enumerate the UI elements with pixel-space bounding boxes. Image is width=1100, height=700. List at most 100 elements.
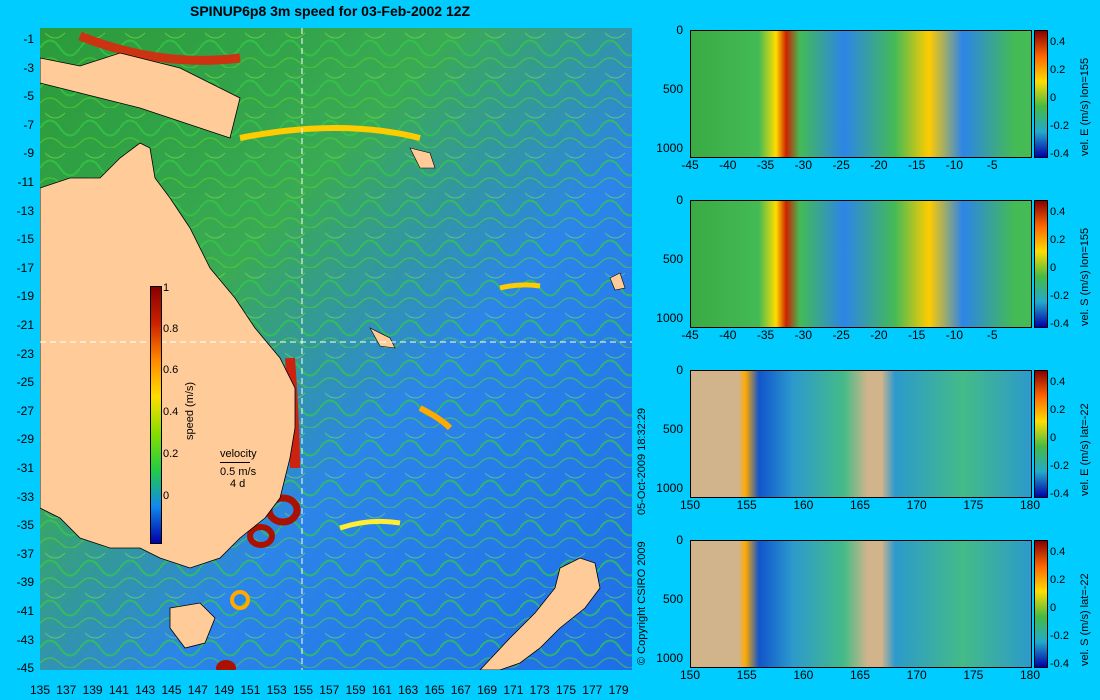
lat-label: -41	[16, 604, 34, 618]
panel-colorbar-tick: -0.4	[1050, 658, 1069, 670]
lon-label: 165	[424, 683, 445, 697]
lon-label: 149	[214, 683, 235, 697]
lat-label: -7	[23, 117, 34, 132]
panel-x-label: 160	[793, 668, 814, 682]
section-panel-0	[690, 30, 1032, 158]
panel-y-label: 0	[676, 193, 683, 207]
new-zealand	[479, 557, 601, 670]
lon-label: 159	[345, 683, 366, 697]
panel-x-label: 165	[849, 498, 871, 512]
panel-colorbar-tick: 0.4	[1050, 546, 1066, 558]
lat-label: -37	[16, 546, 34, 561]
panel-colorbar-tick: 0	[1050, 262, 1057, 274]
panel-colorbar-tick: -0.2	[1050, 120, 1069, 132]
panel-title: vel. E (m/s) lon=155	[1079, 57, 1091, 156]
panel-colorbar	[1034, 200, 1048, 328]
panel-y-label: 500	[662, 422, 683, 436]
panel-colorbar-tick: -0.2	[1050, 460, 1069, 472]
panel-x-label: 155	[736, 668, 757, 682]
colorbar-tick-5: 0	[163, 490, 170, 502]
panel-y-label: 500	[662, 592, 683, 606]
panel-x-label: 150	[679, 668, 701, 682]
panel-x-label: -30	[794, 328, 812, 342]
velocity-key-arrow	[220, 460, 257, 466]
panel-x-label: -15	[907, 158, 926, 172]
lat-label: -35	[16, 518, 34, 533]
lon-label: 171	[503, 683, 524, 697]
panel-x-label: -35	[756, 158, 775, 172]
lat-label: -21	[16, 318, 34, 332]
panel-y-label: 500	[662, 252, 683, 266]
new-guinea	[40, 52, 241, 139]
panel-colorbar-tick: 0.4	[1050, 36, 1066, 48]
panel-colorbar-tick: 0.4	[1050, 376, 1066, 388]
lon-label: 173	[529, 683, 550, 697]
panel-y-label: 1000	[656, 141, 683, 155]
lat-label: -17	[16, 260, 34, 275]
page-title: SPINUP6p8 3m speed for 03-Feb-2002 12Z	[190, 3, 471, 19]
lon-label: 175	[555, 683, 577, 697]
section-panel-2	[690, 370, 1032, 498]
lon-label: 135	[29, 683, 51, 697]
panel-colorbar-tick: -0.4	[1050, 488, 1069, 500]
panel-x-label: 175	[963, 668, 984, 682]
panel-x-label: 170	[906, 668, 927, 682]
lon-label: 147	[187, 683, 208, 697]
australia	[40, 142, 296, 569]
panel-x-label: -25	[832, 158, 850, 172]
section-panel-1	[690, 200, 1032, 328]
section-panel-3	[690, 540, 1032, 668]
velocity-key-time: 4 d	[230, 478, 246, 490]
new-caledonia	[369, 327, 396, 349]
panel-colorbar-tick: 0	[1050, 92, 1057, 104]
panel-colorbar-tick: 0.2	[1050, 64, 1066, 76]
panel-y-label: 0	[676, 533, 683, 547]
panel-y-label: 0	[676, 363, 683, 377]
panel-title: vel. E (m/s) lat=-22	[1079, 403, 1091, 496]
panel-colorbar-tick: 0	[1050, 432, 1057, 444]
lat-label: -19	[16, 289, 34, 304]
lon-label: 151	[240, 683, 261, 697]
velocity-key-title: velocity	[220, 448, 257, 460]
panel-x-label: -20	[870, 328, 888, 342]
eddy-2	[247, 524, 275, 548]
lon-label: 143	[135, 683, 156, 697]
lat-label: -3	[23, 60, 34, 75]
colorbar-tick-1: 0.8	[163, 323, 179, 335]
lat-label: -39	[16, 575, 34, 590]
lat-label: -5	[23, 89, 34, 104]
lat-label: -27	[16, 403, 34, 418]
lon-label: 163	[398, 683, 419, 697]
panel-colorbar-tick: -0.4	[1050, 318, 1069, 330]
colorbar-tick-2: 0.6	[163, 364, 179, 376]
panel-x-label: -40	[719, 328, 737, 342]
lat-label: -45	[16, 661, 34, 676]
panel-x-label: 150	[679, 498, 701, 512]
panel-x-label: 180	[1019, 498, 1041, 512]
panel-title: vel. S (m/s) lon=155	[1079, 227, 1091, 326]
lon-label: 137	[56, 683, 77, 697]
lon-label: 141	[108, 683, 129, 697]
lat-label: -13	[16, 203, 34, 218]
panel-x-label: -30	[794, 158, 812, 172]
lon-label: 161	[371, 683, 392, 697]
panel-x-label: -20	[870, 158, 888, 172]
panel-y-label: 0	[676, 23, 683, 37]
panel-colorbar-tick: 0.2	[1050, 234, 1066, 246]
lat-label: -33	[16, 489, 34, 504]
panel-y-label: 500	[662, 82, 683, 96]
velocity-key: velocity 0.5 m/s 4 d	[220, 448, 257, 490]
south-jet	[339, 518, 401, 531]
panel-colorbar-tick: 0.2	[1050, 404, 1066, 416]
panel-x-label: -45	[681, 328, 699, 342]
panel-colorbar-tick: 0.2	[1050, 574, 1066, 586]
speed-map: velocity 0.5 m/s 4 d	[40, 28, 632, 670]
eddy-4	[230, 590, 250, 610]
tasman-jet	[418, 405, 453, 431]
panel-x-label: -40	[719, 158, 737, 172]
colorbar-tick-3: 0.4	[163, 406, 179, 418]
lat-label: -43	[16, 632, 34, 647]
panel-x-label: -5	[986, 328, 998, 342]
eddy-3	[216, 660, 236, 670]
panel-title: vel. S (m/s) lat=-22	[1079, 573, 1091, 666]
